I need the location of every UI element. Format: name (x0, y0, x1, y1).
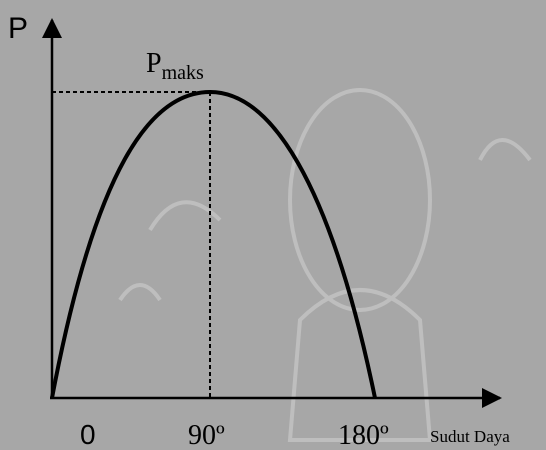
peak-label-subscript: maks (162, 62, 204, 84)
diagram: P Pmaks 0 90º 180º Sudut Daya (0, 0, 546, 450)
peak-label: Pmaks (146, 48, 204, 84)
x-tick-label: 180º (338, 420, 389, 450)
power-curve (52, 92, 375, 398)
y-axis-label: P (8, 12, 28, 45)
watermark (120, 90, 530, 440)
page: {"axes": {"y_label": "P", "x_label": "Su… (0, 0, 546, 450)
peak-label-main: P (146, 48, 162, 79)
x-tick-label: 90º (188, 420, 225, 450)
x-tick-label: 0 (80, 419, 96, 450)
x-axis-label: Sudut Daya (430, 427, 510, 446)
